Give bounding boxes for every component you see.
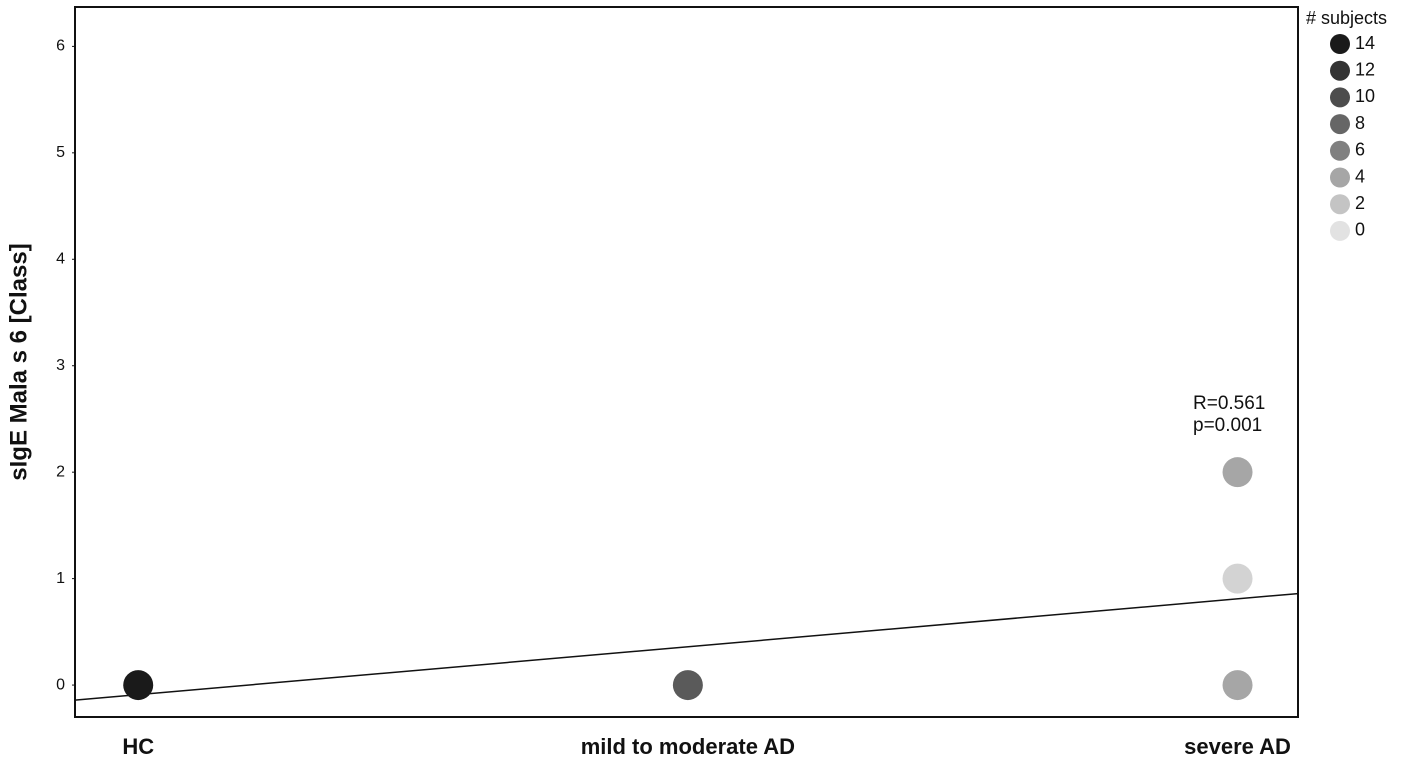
y-tick-label: 2: [56, 463, 65, 480]
y-tick-label: 1: [56, 570, 65, 587]
legend-label: 6: [1355, 140, 1365, 160]
legend-title: # subjects: [1306, 8, 1387, 28]
y-tick-label: 5: [56, 144, 65, 161]
point: [1222, 457, 1253, 488]
legend-swatch: [1330, 87, 1350, 108]
legend-label: 10: [1355, 86, 1375, 106]
x-tick-label: mild to moderate AD: [581, 734, 795, 759]
point: [672, 670, 703, 701]
y-tick-label: 3: [56, 357, 65, 374]
legend-swatch: [1330, 194, 1350, 215]
legend-swatch: [1330, 220, 1350, 241]
x-tick-label: HC: [122, 734, 154, 759]
legend-label: 8: [1355, 113, 1365, 133]
point: [123, 670, 154, 701]
y-tick-label: 6: [56, 38, 65, 55]
legend-swatch: [1330, 167, 1350, 188]
legend-label: 0: [1355, 220, 1365, 240]
legend-swatch: [1330, 140, 1350, 161]
y-tick-label: 4: [56, 250, 65, 267]
y-tick-label: 0: [56, 676, 65, 693]
trend-line: [74, 592, 1299, 701]
legend-swatch: [1330, 60, 1350, 81]
point: [1222, 670, 1253, 701]
annotation: R=0.561: [1193, 393, 1265, 414]
plot-frame: [74, 6, 1299, 718]
legend-label: 12: [1355, 59, 1375, 79]
legend-swatch: [1330, 114, 1350, 135]
legend-label: 14: [1355, 33, 1375, 53]
legend-label: 2: [1355, 193, 1365, 213]
legend-label: 4: [1355, 166, 1365, 186]
annotation: p=0.001: [1193, 415, 1262, 436]
x-tick-label: severe AD: [1184, 734, 1291, 759]
legend-swatch: [1330, 34, 1350, 54]
point: [1222, 563, 1253, 594]
y-axis-label: sIgE Mala s 6 [Class]: [5, 243, 32, 480]
